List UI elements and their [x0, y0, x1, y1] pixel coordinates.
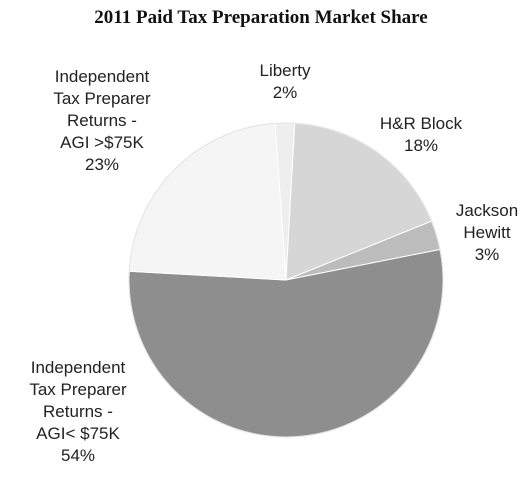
slice-label-line: 23%	[84, 155, 120, 174]
slice-label-line: Jackson	[455, 201, 519, 220]
pie-outline	[128, 122, 444, 438]
slice-label: Liberty 2%	[205, 60, 365, 104]
slice-label-line: 54%	[60, 446, 96, 465]
slice-label-line: Hewitt	[463, 223, 511, 242]
slice-label: Independent Tax Preparer Returns - AGI >$75…	[22, 66, 182, 176]
slice-label-line: Tax Preparer	[29, 380, 127, 399]
chart-title: 2011 Paid Tax Preparation Market Share	[94, 7, 428, 28]
slice-label-line: AGI< $75K	[36, 424, 120, 443]
slice-label-line: 2%	[272, 83, 298, 102]
slice-label-line: Liberty	[259, 61, 311, 80]
slice-label-line: 18%	[403, 136, 439, 155]
slice-label: H&R Block 18%	[341, 113, 501, 157]
slice-label-line: Independent	[30, 358, 126, 377]
pie-slices	[128, 122, 444, 438]
slice-label-line: H&R Block	[379, 114, 463, 133]
slice-label-line: AGI >$75K	[60, 133, 144, 152]
slice-label-line: Tax Preparer	[53, 89, 151, 108]
slice-label-line: Returns -	[43, 402, 113, 421]
slice-label: Independent Tax Preparer Returns - AGI< $75…	[0, 357, 158, 467]
slice-label: Jackson Hewitt 3%	[407, 200, 522, 266]
slice-label-line: Returns -	[67, 111, 137, 130]
slice-label-line: 3%	[474, 245, 500, 264]
slice-label-line: Independent	[54, 67, 150, 86]
